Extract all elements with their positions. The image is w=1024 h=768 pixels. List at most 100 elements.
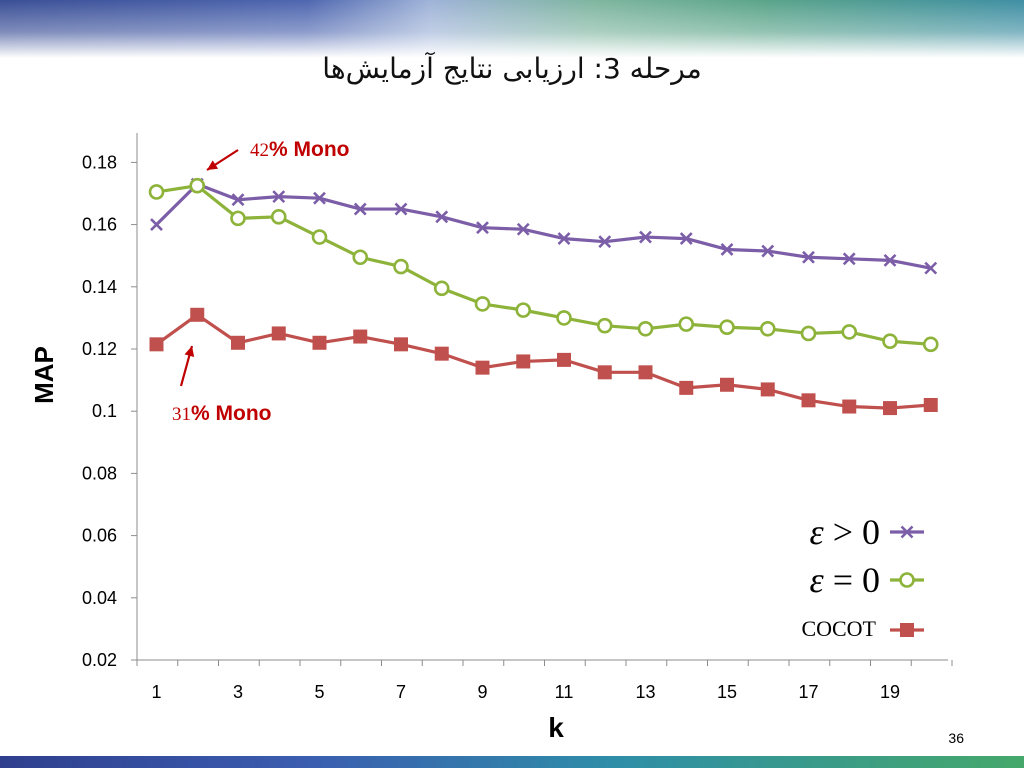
legend-label: ε > 0 bbox=[810, 512, 881, 552]
legend-item-2: COCOT bbox=[801, 616, 924, 641]
square-point bbox=[516, 354, 531, 369]
circle-point bbox=[515, 302, 532, 318]
cross-stroke bbox=[883, 253, 897, 267]
cross-point bbox=[761, 244, 775, 258]
annotation-text: % Mono bbox=[269, 138, 349, 161]
x-tick-label: 5 bbox=[314, 682, 324, 702]
cross-point bbox=[231, 193, 245, 207]
y-tick-label: 0.16 bbox=[82, 215, 117, 235]
circle-point bbox=[882, 333, 898, 350]
y-tick-label: 0.18 bbox=[82, 152, 117, 172]
cross-point bbox=[272, 190, 286, 204]
y-tick-labels: 0.02 0.04 0.06 0.08 0.1 0.12 0.14 0.16 0.18 bbox=[82, 152, 117, 670]
y-tick-label: 0.12 bbox=[82, 339, 117, 359]
circle-point bbox=[148, 184, 165, 200]
y-axis-title: MAP bbox=[29, 346, 59, 404]
circle-point bbox=[433, 280, 450, 297]
cross-stroke bbox=[679, 232, 693, 246]
cross-point bbox=[720, 243, 734, 256]
y-tick-label: 0.02 bbox=[82, 650, 117, 670]
x-tick-label: 7 bbox=[396, 682, 406, 702]
square-point bbox=[271, 326, 286, 341]
square-point bbox=[312, 335, 327, 350]
annotation-0: 42% Mono bbox=[206, 138, 349, 171]
y-tick-label: 0.14 bbox=[82, 277, 117, 297]
cross-point bbox=[679, 232, 693, 246]
x-tick-label: 15 bbox=[717, 682, 737, 702]
annotation-arrowhead bbox=[207, 160, 219, 170]
cross-point bbox=[476, 221, 489, 235]
cross-stroke bbox=[842, 252, 856, 266]
cross-point bbox=[435, 210, 449, 224]
series-lines bbox=[148, 177, 939, 416]
cross-stroke bbox=[353, 202, 367, 216]
y-tick-label: 0.04 bbox=[82, 588, 117, 608]
circle-point bbox=[922, 336, 939, 353]
square-point bbox=[190, 307, 205, 322]
circle-point bbox=[800, 325, 817, 342]
cross-point bbox=[883, 253, 897, 267]
cross-stroke bbox=[150, 218, 163, 232]
legend-label: ε = 0 bbox=[810, 560, 881, 600]
cross-stroke bbox=[720, 243, 734, 256]
annotation-text: % Mono bbox=[191, 402, 271, 425]
square-point bbox=[353, 329, 368, 344]
cross-point bbox=[639, 230, 652, 244]
circle-point bbox=[719, 319, 735, 336]
circle-point bbox=[311, 229, 328, 245]
x-tick-label: 9 bbox=[477, 682, 487, 702]
circle-point bbox=[759, 320, 776, 337]
legend-relation: > 0 bbox=[833, 512, 880, 552]
cross-point bbox=[313, 191, 326, 205]
x-tick-label: 11 bbox=[555, 682, 574, 702]
legend-relation: = 0 bbox=[833, 560, 880, 600]
cross-point bbox=[842, 252, 856, 266]
annotation-arrowhead bbox=[184, 346, 195, 357]
annotation-number: 31 bbox=[172, 404, 191, 425]
square-point bbox=[801, 393, 816, 408]
cross-stroke bbox=[313, 191, 326, 205]
annotation-label: 42% Mono bbox=[250, 138, 349, 161]
cross-stroke bbox=[802, 250, 815, 264]
square-point bbox=[231, 335, 245, 350]
circle-point bbox=[474, 296, 491, 312]
circle-point bbox=[678, 316, 695, 332]
circle-point bbox=[270, 209, 287, 225]
circle-point bbox=[393, 258, 409, 275]
cross-point bbox=[394, 202, 408, 216]
series-1 bbox=[148, 177, 939, 353]
square-point bbox=[900, 623, 914, 637]
annotation-1: 31% Mono bbox=[172, 345, 271, 425]
cross-stroke bbox=[272, 190, 286, 204]
cross-stroke bbox=[900, 525, 914, 539]
annotation-label: 31% Mono bbox=[172, 402, 271, 425]
cross-stroke bbox=[231, 193, 245, 207]
cross-point bbox=[150, 218, 163, 232]
cross-stroke bbox=[924, 261, 938, 275]
cross-stroke bbox=[639, 230, 652, 244]
top-decorative-band bbox=[0, 0, 1024, 58]
square-point bbox=[842, 399, 857, 414]
chart-axes bbox=[131, 133, 953, 666]
cross-point bbox=[353, 202, 367, 216]
series-0 bbox=[150, 177, 938, 275]
legend-item-1: ε = 0 bbox=[810, 560, 924, 600]
y-tick-label: 0.08 bbox=[82, 463, 117, 483]
slide-title: مرحله 3: ارزیابی نتایج آزمایش‌ها bbox=[322, 52, 702, 85]
x-tick-label: 13 bbox=[635, 682, 655, 702]
circle-point bbox=[637, 320, 654, 337]
series-line bbox=[156, 184, 931, 346]
square-point bbox=[679, 380, 694, 395]
circle-point bbox=[596, 317, 613, 334]
circle-point bbox=[352, 249, 369, 266]
y-tick-label: 0.1 bbox=[92, 401, 117, 421]
x-tick-label: 1 bbox=[151, 682, 161, 702]
square-point bbox=[434, 346, 449, 361]
x-tick-label: 17 bbox=[798, 682, 818, 702]
legend-item-0: ε > 0 bbox=[810, 512, 924, 552]
legend: ε > 0 ε = 0 COCOT bbox=[801, 512, 924, 641]
page-number: 36 bbox=[948, 730, 964, 746]
square-point bbox=[760, 382, 775, 397]
